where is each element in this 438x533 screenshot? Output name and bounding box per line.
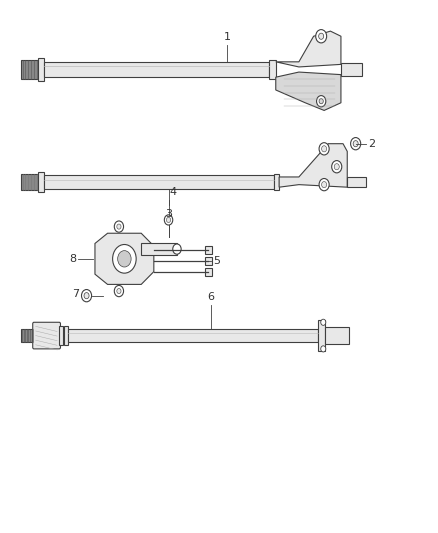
FancyBboxPatch shape bbox=[341, 63, 362, 76]
Circle shape bbox=[334, 164, 339, 170]
FancyBboxPatch shape bbox=[318, 320, 325, 351]
FancyBboxPatch shape bbox=[274, 174, 279, 190]
FancyBboxPatch shape bbox=[33, 322, 60, 349]
FancyBboxPatch shape bbox=[64, 326, 68, 345]
FancyBboxPatch shape bbox=[205, 268, 212, 276]
Circle shape bbox=[84, 293, 89, 298]
FancyBboxPatch shape bbox=[38, 58, 44, 81]
FancyBboxPatch shape bbox=[59, 326, 64, 345]
FancyBboxPatch shape bbox=[44, 62, 269, 77]
FancyBboxPatch shape bbox=[205, 246, 212, 254]
Circle shape bbox=[317, 95, 326, 107]
Circle shape bbox=[321, 146, 327, 152]
FancyBboxPatch shape bbox=[205, 257, 212, 265]
Circle shape bbox=[173, 244, 181, 254]
FancyBboxPatch shape bbox=[325, 327, 349, 344]
Circle shape bbox=[316, 30, 327, 43]
Polygon shape bbox=[276, 72, 341, 110]
Circle shape bbox=[118, 251, 131, 267]
Circle shape bbox=[113, 245, 136, 273]
Circle shape bbox=[353, 141, 358, 147]
Circle shape bbox=[114, 221, 124, 232]
Text: 1: 1 bbox=[224, 33, 231, 43]
Circle shape bbox=[117, 288, 121, 294]
Circle shape bbox=[321, 319, 326, 325]
Circle shape bbox=[332, 160, 342, 173]
FancyBboxPatch shape bbox=[21, 60, 38, 79]
Polygon shape bbox=[276, 31, 341, 67]
Text: 8: 8 bbox=[69, 254, 76, 264]
Text: 5: 5 bbox=[213, 256, 220, 266]
FancyBboxPatch shape bbox=[347, 177, 366, 187]
Circle shape bbox=[117, 224, 121, 229]
Circle shape bbox=[166, 217, 171, 222]
Circle shape bbox=[114, 286, 124, 297]
FancyBboxPatch shape bbox=[141, 244, 177, 255]
Circle shape bbox=[164, 215, 173, 225]
Circle shape bbox=[321, 346, 326, 352]
Text: 3: 3 bbox=[165, 209, 172, 219]
Circle shape bbox=[321, 182, 327, 188]
Circle shape bbox=[319, 99, 323, 104]
Text: 6: 6 bbox=[207, 292, 214, 302]
Circle shape bbox=[319, 33, 324, 39]
Polygon shape bbox=[279, 144, 347, 187]
FancyBboxPatch shape bbox=[269, 60, 276, 79]
FancyBboxPatch shape bbox=[44, 175, 274, 189]
Text: 4: 4 bbox=[169, 188, 177, 197]
Circle shape bbox=[319, 179, 329, 191]
Circle shape bbox=[319, 143, 329, 155]
FancyBboxPatch shape bbox=[21, 174, 38, 190]
Text: 7: 7 bbox=[72, 289, 79, 299]
Circle shape bbox=[350, 138, 361, 150]
Text: 2: 2 bbox=[368, 139, 375, 149]
FancyBboxPatch shape bbox=[68, 329, 318, 342]
Polygon shape bbox=[95, 233, 154, 285]
FancyBboxPatch shape bbox=[21, 329, 34, 342]
FancyBboxPatch shape bbox=[38, 172, 44, 192]
Circle shape bbox=[81, 289, 92, 302]
